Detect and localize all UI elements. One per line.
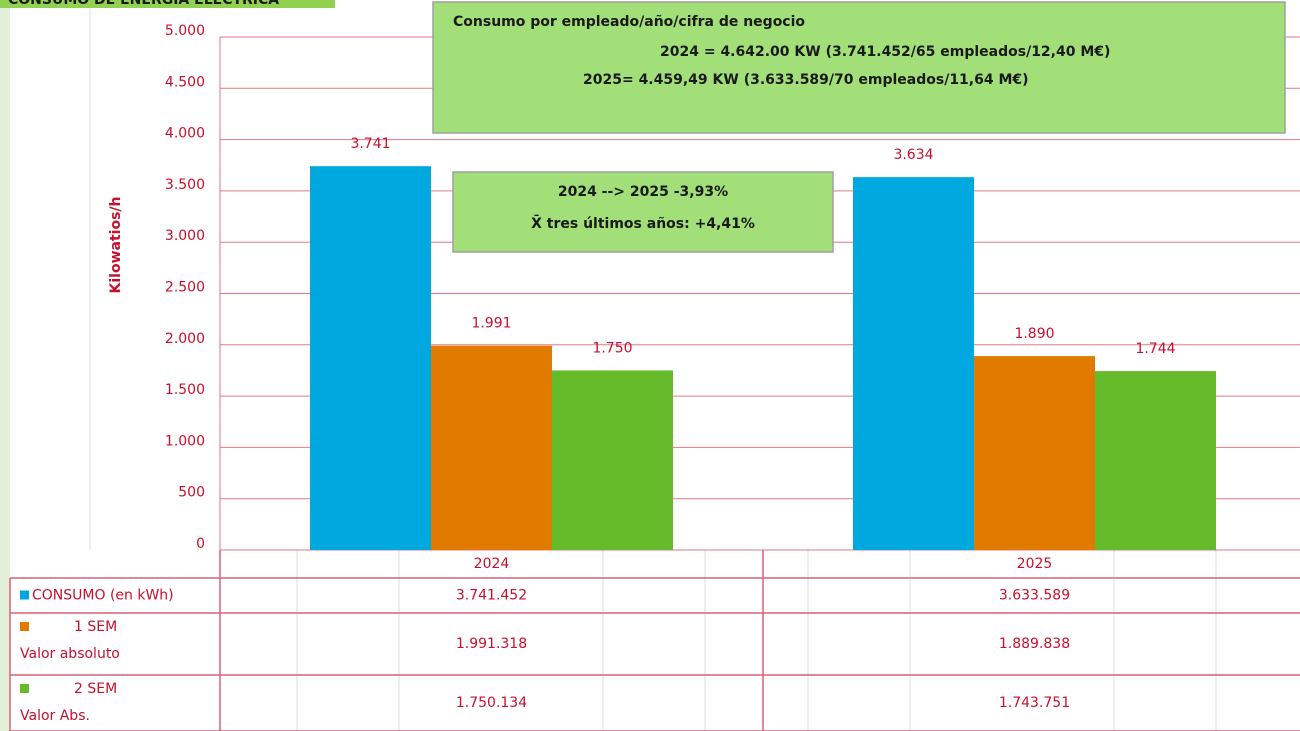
table-value: 1.889.838: [999, 636, 1070, 652]
table-value: 3.633.589: [999, 588, 1070, 604]
chart-title: CONSUMO DE ENERGÍA ELÉCTRICA: [8, 0, 279, 8]
value-label: 1.890: [1014, 326, 1054, 342]
sheet-lines: [89, 0, 1217, 731]
x-tick-label: 2025: [1017, 556, 1053, 572]
legend-swatch: [20, 590, 29, 600]
y-tick-label: 2.500: [165, 280, 205, 296]
y-tick-label: 0: [196, 536, 205, 552]
bar: [974, 356, 1095, 550]
bar: [431, 345, 552, 550]
table-value: 1.743.751: [999, 695, 1070, 711]
legend-label: Valor Abs.: [20, 708, 90, 724]
table-value: 1.991.318: [456, 636, 527, 652]
bar: [1095, 371, 1216, 550]
y-tick-label: 3.000: [165, 228, 205, 244]
annotation-text: Consumo por empleado/año/cifra de negoci…: [453, 14, 805, 30]
table-value: 1.750.134: [456, 695, 527, 711]
bar: [310, 166, 431, 550]
y-tick-label: 1.500: [165, 382, 205, 398]
value-label: 1.744: [1135, 341, 1175, 357]
y-tick-label: 4.500: [165, 74, 205, 90]
annotation-text: 2024 --> 2025 -3,93%: [558, 184, 728, 200]
y-tick-label: 5.000: [165, 23, 205, 39]
y-axis-label: Kilowatios/h: [108, 197, 124, 294]
annotation-text: 2025= 4.459,49 KW (3.633.589/70 empleado…: [583, 72, 1029, 88]
value-label: 3.741: [350, 136, 390, 152]
title-bg: [0, 0, 335, 8]
legend-label: 2 SEM: [74, 681, 117, 697]
value-label: 3.634: [893, 147, 933, 163]
y-tick-label: 3.500: [165, 177, 205, 193]
y-tick-label: 1.000: [165, 433, 205, 449]
annotation-box: [452, 171, 834, 253]
annotation-box: [432, 1, 1286, 134]
bar: [853, 177, 974, 550]
value-label: 1.750: [592, 340, 632, 356]
y-tick-label: 2.000: [165, 331, 205, 347]
legend-label: CONSUMO (en kWh): [32, 588, 174, 604]
value-label: 1.991: [471, 316, 511, 332]
annotation-text: 2024 = 4.642.00 KW (3.741.452/65 emplead…: [660, 44, 1110, 60]
legend-swatch: [20, 684, 29, 693]
sheet-edge: [0, 0, 10, 731]
y-tick-label: 4.000: [165, 126, 205, 142]
legend-swatch: [20, 622, 29, 631]
table-value: 3.741.452: [456, 588, 527, 604]
annotation-text: X̄ tres últimos años: +4,41%: [531, 213, 755, 232]
legend-label: Valor absoluto: [20, 646, 120, 662]
y-tick-label: 500: [178, 485, 205, 501]
x-tick-label: 2024: [474, 556, 510, 572]
legend-label: 1 SEM: [74, 619, 117, 635]
bar: [552, 370, 673, 550]
